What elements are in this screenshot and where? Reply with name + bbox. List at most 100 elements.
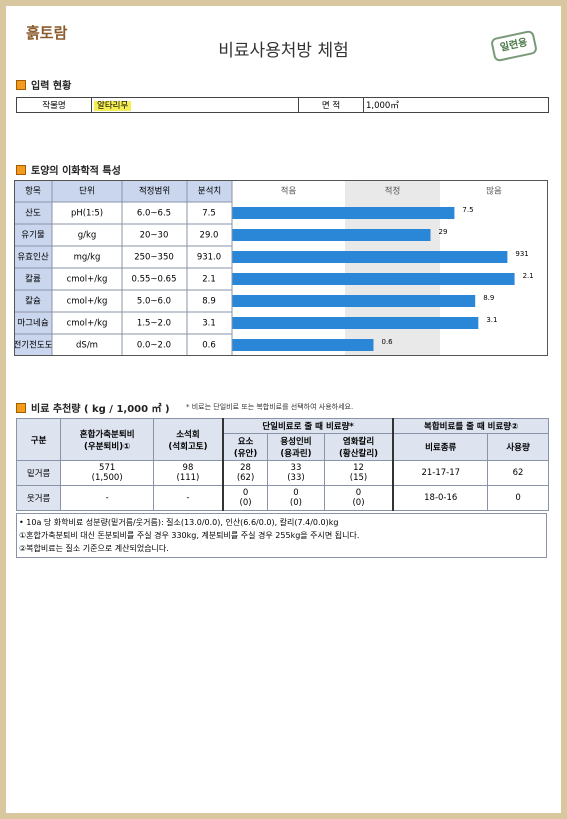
item: 산도	[25, 208, 41, 219]
bar-label: 0.6	[382, 338, 394, 346]
item: 칼슘	[25, 297, 41, 307]
area: 1,000㎡	[363, 97, 549, 113]
note-line: ②복합비료는 질소 기준으로 계산되었습니다.	[19, 544, 169, 553]
analysis: 8.9	[202, 297, 216, 307]
bar-label: 931	[515, 250, 528, 258]
row-bg	[14, 290, 52, 312]
cell: 62	[487, 460, 549, 486]
unit: g/kg	[78, 231, 97, 241]
unit: dS/m	[76, 341, 98, 351]
page-title: 비료사용처방 체험	[218, 41, 349, 61]
zone-header: 적정	[385, 186, 401, 197]
cell: 용성인비 (용과린)	[267, 433, 325, 461]
cell: 33 (33)	[267, 460, 325, 486]
cell: 밑거름	[15, 460, 62, 486]
crop: 알타리무	[94, 101, 132, 111]
notes: • 10a 당 화학비료 성분량(밑거름/웃거름): 질소(13.0/0.0),…	[16, 513, 547, 558]
row-bg	[14, 246, 52, 268]
section-title: 비료 추천량 ( kg / 1,000 ㎡ )	[16, 400, 170, 415]
input-table: 작물명 알타리무 면 적 1,000㎡	[16, 97, 549, 113]
cell: 0 (0)	[267, 485, 325, 511]
range: 5.0~6.0	[137, 297, 171, 307]
cell: 웃거름	[15, 485, 62, 511]
column-header: 단위	[79, 186, 95, 197]
cell: 98 (111)	[153, 460, 224, 486]
analysis: 0.6	[202, 341, 216, 351]
logo: 흙토람	[26, 24, 68, 42]
analysis: 29.0	[200, 231, 219, 241]
range: 0.55~0.65	[132, 275, 177, 285]
analysis: 7.5	[202, 209, 216, 219]
cell: 0 (0)	[221, 485, 269, 511]
bar	[232, 229, 431, 241]
cell: 혼합가축분퇴비 (우분퇴비)①	[60, 418, 155, 461]
unit: mg/kg	[74, 253, 101, 263]
unit: cmol+/kg	[67, 275, 108, 285]
unit: cmol+/kg	[67, 319, 108, 329]
section-title: 토양의 이화학적 특성	[16, 162, 121, 177]
unit: pH(1:5)	[71, 209, 103, 219]
cell: 단일비료로 줄 때 비료량*	[221, 418, 394, 434]
row-bg	[14, 224, 52, 246]
cell: 사용량	[487, 433, 549, 461]
border	[14, 180, 548, 356]
bar-label: 29	[439, 228, 448, 236]
cell: 복합비료를 줄 때 비료량②	[392, 418, 550, 434]
range: 0.0~2.0	[137, 341, 171, 351]
bar	[232, 317, 479, 329]
cell: 비료종류	[392, 433, 489, 461]
cell: -	[153, 485, 224, 511]
bar-label: 2.1	[523, 272, 534, 280]
item: 유효인산	[17, 252, 48, 263]
fertilizer-table: 구분 혼합가축분퇴비 (우분퇴비)① 소석회 (석회고토) 단일비료로 줄 때 비료량…	[15, 418, 550, 511]
cell: 소석회 (석회고토)	[153, 418, 224, 461]
cell: 571 (1,500)	[60, 460, 155, 486]
cell: 구분	[15, 418, 62, 461]
bar	[232, 273, 515, 285]
bar-label: 7.5	[462, 206, 473, 214]
label: 면 적	[298, 97, 364, 113]
row-bg	[14, 202, 52, 224]
cell: 요소 (유안)	[221, 433, 269, 461]
item: 마그네슘	[17, 319, 48, 329]
cell: 18-0-16	[392, 485, 489, 511]
unit: cmol+/kg	[67, 297, 108, 307]
cell: -	[60, 485, 155, 511]
bar-label: 8.9	[483, 294, 494, 302]
cell: 0	[487, 485, 549, 511]
cell: 12 (15)	[323, 460, 394, 486]
section-title: 입력 현황	[16, 77, 71, 92]
item: 유기물	[21, 231, 45, 241]
label: 작물명	[16, 97, 92, 113]
item: 칼륨	[25, 275, 41, 285]
row-bg	[14, 312, 52, 334]
analysis: 2.1	[202, 275, 216, 285]
bar-label: 3.1	[486, 316, 497, 324]
zone-header: 많음	[486, 187, 502, 197]
cell: 0 (0)	[323, 485, 394, 511]
note: * 비료는 단일비료 또는 복합비료를 선택하여 사용하세요.	[186, 403, 354, 411]
cell: 21-17-17	[392, 460, 489, 486]
column-header: 적정범위	[139, 186, 170, 197]
bar	[232, 207, 455, 219]
note-line: • 10a 당 화학비료 성분량(밑거름/웃거름): 질소(13.0/0.0),…	[19, 518, 339, 527]
row-bg	[14, 268, 52, 290]
column-header: 분석치	[198, 186, 221, 197]
range: 20~30	[140, 231, 169, 241]
analysis: 3.1	[202, 319, 216, 329]
analysis: 931.0	[197, 253, 221, 263]
range: 6.0~6.5	[137, 209, 171, 219]
range: 1.5~2.0	[137, 319, 171, 329]
header-bg	[14, 180, 232, 202]
range: 250~350	[134, 253, 174, 263]
bar	[232, 339, 374, 351]
item: 전기전도도	[14, 340, 53, 351]
column-header: 항목	[25, 187, 41, 197]
note-line: ①혼합가축분퇴비 대신 돈분퇴비를 주실 경우 330kg, 계분퇴비를 주실 …	[19, 531, 360, 540]
cell: 28 (62)	[221, 460, 269, 486]
bar	[232, 295, 476, 307]
bar	[232, 251, 508, 263]
zone-header: 적음	[281, 186, 297, 197]
cell: 염화칼리 (황산칼리)	[323, 433, 394, 461]
